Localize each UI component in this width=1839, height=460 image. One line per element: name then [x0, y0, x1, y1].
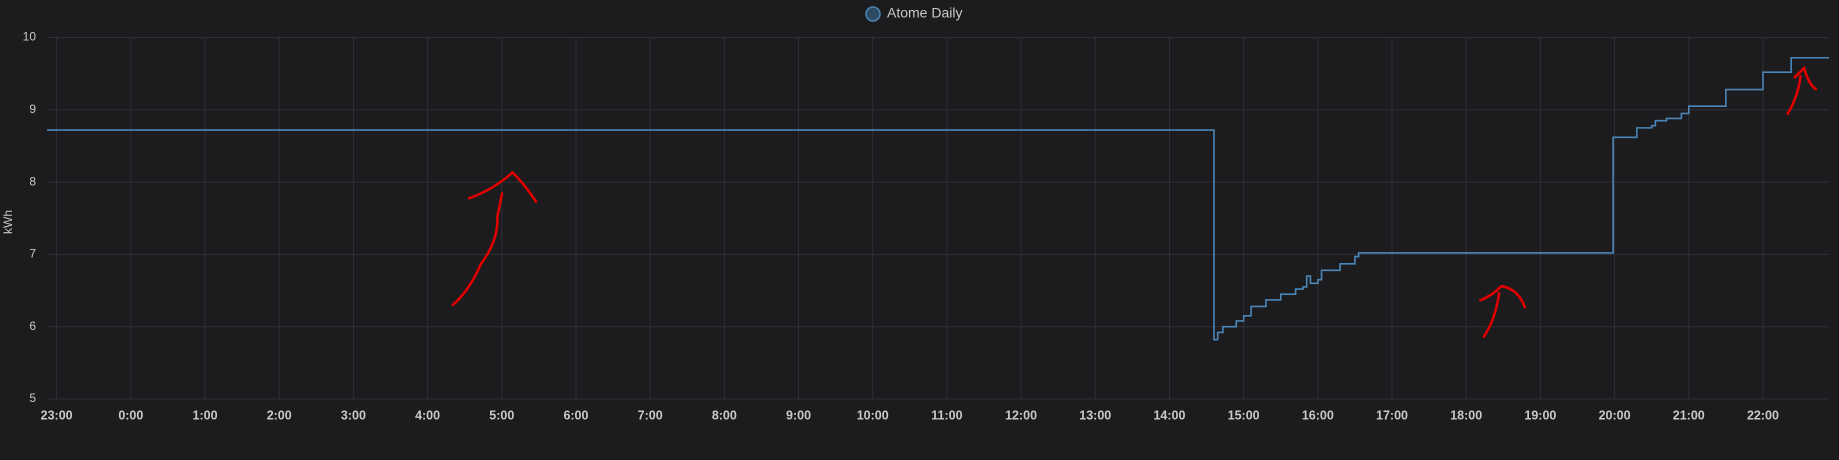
x-tick-label: 15:00: [1228, 408, 1260, 422]
x-tick-label: 7:00: [638, 408, 663, 422]
x-tick-label: 3:00: [341, 408, 366, 422]
x-tick-label: 17:00: [1376, 408, 1408, 422]
arrow-stroke: [451, 192, 504, 307]
y-tick-label: 9: [29, 102, 36, 116]
y-tick-label: 7: [29, 247, 36, 261]
x-tick-label: 4:00: [415, 408, 440, 422]
x-tick-label: 16:00: [1302, 408, 1334, 422]
y-axis-label: kWh: [1, 210, 15, 234]
y-tick-label: 6: [29, 319, 36, 333]
y-tick-label: 10: [23, 30, 37, 44]
y-tick-label: 5: [29, 391, 36, 405]
x-tick-label: 9:00: [786, 408, 811, 422]
arrow-head: [1479, 284, 1527, 309]
x-tick-label: 8:00: [712, 408, 737, 422]
legend-label: Atome Daily: [887, 5, 962, 21]
x-tick-label: 22:00: [1747, 408, 1779, 422]
x-tick-label: 23:00: [41, 408, 73, 422]
arrow-head: [1793, 65, 1818, 91]
x-tick-label: 11:00: [931, 408, 962, 422]
x-tick-label: 14:00: [1153, 408, 1185, 422]
x-tick-label: 2:00: [267, 408, 292, 422]
arrow-stroke: [1482, 291, 1501, 338]
x-tick-label: 0:00: [118, 408, 143, 422]
legend-swatch: [865, 6, 881, 22]
x-tick-label: 13:00: [1079, 408, 1111, 422]
hand-drawn-arrows: [451, 65, 1818, 338]
x-tick-label: 6:00: [563, 408, 588, 422]
x-tick-label: 10:00: [857, 408, 889, 422]
x-tick-label: 21:00: [1673, 408, 1705, 422]
x-tick-label: 20:00: [1599, 408, 1631, 422]
x-tick-label: 18:00: [1450, 408, 1482, 422]
arrow-head: [467, 170, 538, 204]
x-tick-label: 12:00: [1005, 408, 1037, 422]
x-tick-label: 1:00: [193, 408, 218, 422]
arrow-stroke: [1786, 74, 1802, 116]
legend-item[interactable]: Atome Daily: [865, 5, 962, 22]
x-tick-label: 5:00: [489, 408, 514, 422]
data-line: [47, 56, 1829, 341]
y-tick-label: 8: [29, 174, 36, 188]
x-tick-label: 19:00: [1524, 408, 1556, 422]
